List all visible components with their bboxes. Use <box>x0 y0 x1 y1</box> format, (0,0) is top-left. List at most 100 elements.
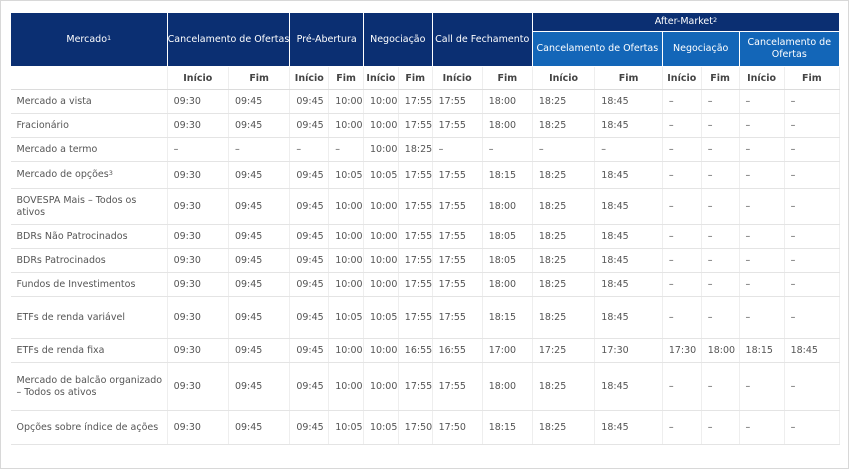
subheader-cell: Fim <box>594 66 663 90</box>
table-row: ETFs de renda variável 09:30 09:45 09:45 10:… <box>10 296 841 339</box>
time-cell: 17:55 <box>398 188 433 225</box>
time-cell: 10:05 <box>328 296 365 339</box>
time-cell: 18:45 <box>594 248 663 273</box>
time-cell: 18:45 <box>594 410 663 445</box>
table-row: Opções sobre índice de ações 09:30 09:45 09… <box>10 410 841 445</box>
time-cell: 16:55 <box>432 338 483 363</box>
time-cell: – <box>701 362 740 411</box>
time-cell: 10:05 <box>328 410 365 445</box>
time-cell: 09:45 <box>228 224 291 249</box>
row-name: Mercado a vista <box>10 89 168 114</box>
table-row: Fundos de Investimentos 09:30 09:45 09:45 10… <box>10 272 841 297</box>
time-cell: 09:45 <box>228 113 291 138</box>
time-cell: 10:05 <box>363 161 399 189</box>
header-call-fechamento: Call de Fechamento <box>431 12 533 67</box>
time-cell: 17:55 <box>398 113 433 138</box>
header-pre-abertura: Pré-Abertura <box>289 12 365 67</box>
time-cell: – <box>432 137 483 162</box>
row-name-text: BDRs Não Patrocinados <box>16 230 128 242</box>
subheader-cell: Início <box>289 66 330 90</box>
table-row: Mercado a termo – – – –10:00 18:25– – – – – – – – <box>10 137 841 162</box>
subheader-cell: Início <box>432 66 483 90</box>
time-cell: – <box>701 89 740 114</box>
row-name: Fracionário <box>10 113 168 138</box>
time-cell: 09:45 <box>289 89 330 114</box>
time-cell: 18:25 <box>532 224 596 249</box>
time-cell: 18:45 <box>784 338 841 363</box>
time-cell: – <box>784 188 841 225</box>
time-cell: 18:45 <box>594 188 663 225</box>
trading-hours-table: Mercado1 Cancelamento de Ofertas Pré-Abe… <box>10 12 841 445</box>
row-name: BDRs Não Patrocinados <box>10 224 168 249</box>
time-cell: 09:30 <box>167 272 229 297</box>
time-cell: 10:00 <box>363 248 399 273</box>
row-name: ETFs de renda variável <box>10 296 168 339</box>
time-cell: – <box>662 161 702 189</box>
time-cell: 10:00 <box>328 338 365 363</box>
time-cell: – <box>328 137 365 162</box>
header-after-market: After-Market2 <box>531 12 841 32</box>
time-cell: 18:00 <box>482 113 533 138</box>
time-cell: 17:55 <box>432 248 483 273</box>
time-cell: – <box>739 272 785 297</box>
time-cell: 17:55 <box>432 362 483 411</box>
table-row: BDRs Patrocinados 09:30 09:45 09:45 10:00 10:… <box>10 248 841 273</box>
time-cell: – <box>739 224 785 249</box>
time-cell: – <box>701 188 740 225</box>
header-after-cancelamento: Cancelamento de Ofertas <box>531 31 663 67</box>
time-cell: – <box>594 137 663 162</box>
row-name: Mercado a termo <box>10 137 168 162</box>
time-cell: 10:00 <box>328 224 365 249</box>
time-cell: 18:25 <box>532 410 596 445</box>
time-cell: – <box>739 248 785 273</box>
row-name: Mercado de opções3 <box>10 161 168 189</box>
time-cell: 09:45 <box>228 161 291 189</box>
time-cell: 09:30 <box>167 188 229 225</box>
time-cell: 09:45 <box>289 188 330 225</box>
time-cell: – <box>701 137 740 162</box>
subheader-cell: Fim <box>328 66 365 90</box>
subheader-cell: Fim <box>701 66 740 90</box>
time-cell: – <box>482 137 533 162</box>
time-cell: 10:00 <box>328 89 365 114</box>
time-cell: 10:00 <box>328 248 365 273</box>
time-cell: 18:00 <box>701 338 740 363</box>
time-cell: 17:55 <box>432 161 483 189</box>
time-cell: 09:45 <box>289 410 330 445</box>
time-cell: 18:00 <box>482 188 533 225</box>
time-cell: 18:45 <box>594 89 663 114</box>
time-cell: – <box>784 272 841 297</box>
row-name-text: Fracionário <box>16 119 69 131</box>
time-cell: 09:45 <box>228 248 291 273</box>
row-name-text: Mercado a vista <box>16 95 92 107</box>
time-cell: 09:30 <box>167 338 229 363</box>
time-cell: 10:00 <box>363 272 399 297</box>
time-cell: 18:15 <box>482 296 533 339</box>
subheader-cell: Fim <box>784 66 841 90</box>
time-cell: – <box>167 137 229 162</box>
time-cell: 18:00 <box>482 272 533 297</box>
time-cell: 09:45 <box>228 410 291 445</box>
time-cell: 09:30 <box>167 89 229 114</box>
time-cell: 09:30 <box>167 410 229 445</box>
row-name-text: BOVESPA Mais – Todos os ativos <box>16 194 137 218</box>
row-name: BDRs Patrocinados <box>10 248 168 273</box>
time-cell: – <box>701 248 740 273</box>
header-after-cancelamento-2: Cancelamento de Ofertas <box>738 31 841 67</box>
time-cell: 17:55 <box>398 161 433 189</box>
time-cell: 09:45 <box>228 296 291 339</box>
table-row: Mercado a vista 09:30 09:45 09:45 10:00 10:00… <box>10 89 841 114</box>
time-cell: 10:05 <box>328 161 365 189</box>
subheader-cell: Início <box>167 66 229 90</box>
time-cell: – <box>784 161 841 189</box>
subheader-cell: Fim <box>228 66 291 90</box>
time-cell: – <box>701 272 740 297</box>
time-cell: – <box>739 113 785 138</box>
subheader-row: Início Fim Início Fim Início Fim Início … <box>10 66 841 90</box>
table-row: BDRs Não Patrocinados 09:30 09:45 09:45 10:0… <box>10 224 841 249</box>
time-cell: 09:45 <box>289 338 330 363</box>
time-cell: 18:25 <box>532 272 596 297</box>
time-cell: 18:45 <box>594 296 663 339</box>
time-cell: 18:45 <box>594 224 663 249</box>
